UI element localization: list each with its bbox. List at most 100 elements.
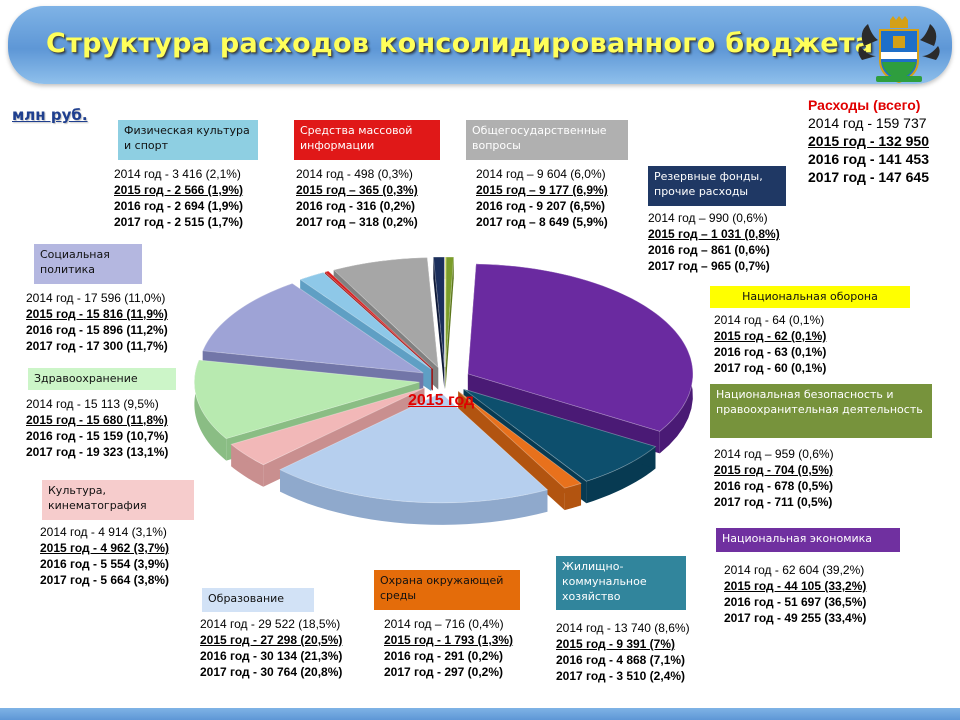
category-values-education: 2014 год - 29 522 (18,5%) 2015 год - 27 …: [200, 616, 342, 680]
total-expenses: Расходы (всего) 2014 год - 159 737 2015 …: [808, 96, 958, 186]
value-2015: 2015 год – 1 031 (0,8%): [648, 227, 780, 241]
pie-slice-top: [467, 263, 694, 432]
value-2016: 2016 год - 291 (0,2%): [384, 649, 504, 663]
value-2015: 2015 год - 15 816 (11,9%): [26, 307, 168, 321]
pie-slice-wall: [433, 257, 445, 390]
coat-of-arms-icon: [858, 16, 940, 84]
pie-slice-side: [280, 469, 548, 525]
value-2015: 2015 год - 2 566 (1,9%): [114, 183, 244, 197]
pie-slice-top: [202, 283, 424, 374]
pie-slice-wall: [445, 257, 454, 390]
value-2017: 2017 год – 965 (0,7%): [648, 259, 770, 273]
category-values-housing: 2014 год - 13 740 (8,6%) 2015 год - 9 39…: [556, 620, 690, 684]
category-label-housing: Жилищно-коммунальное хозяйство: [556, 556, 686, 610]
total-2014: 2014 год - 159 737: [808, 115, 927, 131]
value-2015: 2015 год - 44 105 (33,2%): [724, 579, 867, 593]
pie-slice-wall: [445, 257, 446, 389]
category-label-environment: Охрана окружающей среды: [374, 570, 520, 610]
category-label-security: Национальная безопасность и правоохранит…: [710, 384, 932, 438]
value-2015: 2015 год – 365 (0,3%): [296, 183, 418, 197]
value-2017: 2017 год – 8 649 (5,9%): [476, 215, 608, 229]
page-title: Структура расходов консолидированного бю…: [46, 28, 874, 59]
category-label-health: Здравоохранение: [28, 368, 176, 390]
value-2017: 2017 год - 2 515 (1,7%): [114, 215, 244, 229]
pie-slice-top: [193, 359, 420, 440]
category-values-culture: 2014 год - 4 914 (3,1%) 2015 год - 4 962…: [40, 524, 169, 588]
value-2016: 2016 год - 5 554 (3,9%): [40, 557, 170, 571]
category-values-economy: 2014 год - 62 604 (39,2%) 2015 год - 44 …: [724, 562, 866, 626]
value-2014: 2014 год - 15 113 (9,5%): [26, 397, 159, 411]
category-values-general: 2014 год – 9 604 (6,0%) 2015 год – 9 177…: [476, 166, 608, 230]
category-label-social: Социальная политика: [34, 244, 142, 284]
pie-slice-wall: [458, 391, 565, 511]
value-2016: 2016 год - 15 896 (11,2%): [26, 323, 168, 337]
value-2016: 2016 год - 30 134 (21,3%): [200, 649, 343, 663]
value-2017: 2017 год - 60 (0,1%): [714, 361, 827, 375]
category-label-culture: Культура, кинематография: [42, 480, 194, 520]
pie-slice-1: [445, 256, 455, 390]
category-label-economy: Национальная экономика: [716, 528, 900, 552]
pie-slice-4: [457, 390, 582, 511]
value-2014: 2014 год - 64 (0,1%): [714, 313, 825, 327]
category-label-education: Образование: [202, 588, 314, 612]
value-2015: 2015 год - 15 680 (11,8%): [26, 413, 168, 427]
pie-slice-top: [457, 390, 582, 489]
unit-label: млн руб.: [12, 106, 88, 124]
pie-slice-top: [445, 256, 455, 368]
value-2014: 2014 год - 62 604 (39,2%): [724, 563, 865, 577]
value-2017: 2017 год - 711 (0,5%): [714, 495, 833, 509]
category-values-health: 2014 год - 15 113 (9,5%) 2015 год - 15 6…: [26, 396, 168, 460]
value-2015: 2015 год – 9 177 (6,9%): [476, 183, 608, 197]
value-2016: 2016 год - 4 868 (7,1%): [556, 653, 686, 667]
pie-slice-top: [463, 388, 657, 482]
value-2014: 2014 год – 9 604 (6,0%): [476, 167, 606, 181]
value-2016: 2016 год - 15 159 (10,7%): [26, 429, 169, 443]
category-values-social: 2014 год - 17 596 (11,0%) 2015 год - 15 …: [26, 290, 168, 354]
value-2015: 2015 год - 62 (0,1%): [714, 329, 827, 343]
value-2017: 2017 год – 318 (0,2%): [296, 215, 418, 229]
value-2014: 2014 год - 29 522 (18,5%): [200, 617, 341, 631]
category-label-media: Средства массовой информации: [294, 120, 440, 160]
pie-slice-top: [299, 271, 432, 370]
pie-chart-title: 2015 год: [408, 392, 475, 409]
value-2014: 2014 год – 990 (0,6%): [648, 211, 768, 225]
value-2015: 2015 год - 4 962 (3,7%): [40, 541, 170, 555]
value-2017: 2017 год - 19 323 (13,1%): [26, 445, 169, 459]
value-2017: 2017 год - 3 510 (2,4%): [556, 669, 686, 683]
value-2017: 2017 год - 17 300 (11,7%): [26, 339, 168, 353]
category-values-defense: 2014 год - 64 (0,1%) 2015 год - 62 (0,1%…: [714, 312, 826, 376]
category-label-sport: Физическая культура и спорт: [118, 120, 258, 160]
category-values-security: 2014 год – 959 (0,6%) 2015 год - 704 (0,…: [714, 446, 834, 510]
category-label-reserve: Резервные фонды, прочие расходы: [648, 166, 786, 206]
value-2014: 2014 год - 13 740 (8,6%): [556, 621, 690, 635]
category-values-reserve: 2014 год – 990 (0,6%) 2015 год – 1 031 (…: [648, 210, 780, 274]
value-2016: 2016 год - 678 (0,5%): [714, 479, 834, 493]
value-2016: 2016 год - 63 (0,1%): [714, 345, 827, 359]
bottom-bar: [0, 708, 960, 720]
pie-slice-0: [444, 256, 447, 389]
pie-slice-5: [279, 392, 549, 525]
category-label-defense: Национальная оборона: [710, 286, 910, 308]
pie-slice-top: [444, 256, 447, 368]
value-2016: 2016 год – 861 (0,6%): [648, 243, 770, 257]
total-2015: 2015 год - 132 950: [808, 133, 929, 149]
total-2016: 2016 год - 141 453: [808, 151, 929, 167]
pie-slice-side: [194, 360, 227, 461]
value-2014: 2014 год - 4 914 (3,1%): [40, 525, 167, 539]
value-2014: 2014 год – 716 (0,4%): [384, 617, 504, 631]
value-2014: 2014 год - 3 416 (2,1%): [114, 167, 241, 181]
value-2017: 2017 год - 49 255 (33,4%): [724, 611, 867, 625]
value-2017: 2017 год - 5 664 (3,8%): [40, 573, 170, 587]
category-values-sport: 2014 год - 3 416 (2,1%) 2015 год - 2 566…: [114, 166, 243, 230]
value-2015: 2015 год - 9 391 (7%): [556, 637, 676, 651]
category-values-environment: 2014 год – 716 (0,4%) 2015 год - 1 793 (…: [384, 616, 513, 680]
value-2016: 2016 год - 2 694 (1,9%): [114, 199, 244, 213]
value-2017: 2017 год - 297 (0,2%): [384, 665, 504, 679]
value-2014: 2014 год - 17 596 (11,0%): [26, 291, 166, 305]
title-bar: Структура расходов консолидированного бю…: [8, 6, 952, 84]
pie-slice-top: [230, 387, 425, 466]
value-2016: 2016 год - 9 207 (6,5%): [476, 199, 606, 213]
pie-slice-top: [332, 257, 439, 369]
category-label-general: Общегосударственные вопросы: [466, 120, 628, 160]
